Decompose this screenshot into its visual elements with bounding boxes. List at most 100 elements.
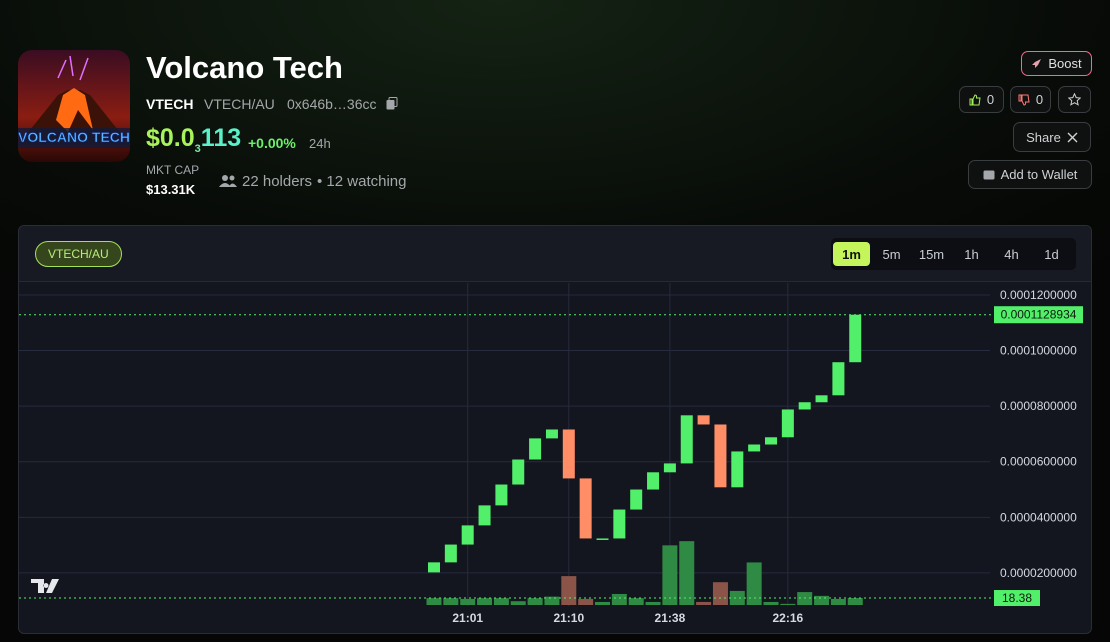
candle-body (798, 402, 811, 410)
favorite-button[interactable] (1058, 86, 1091, 113)
candle-body (663, 463, 676, 473)
token-logo: VOLCANO TECH (18, 50, 130, 162)
interval-button[interactable]: 5m (882, 246, 901, 262)
thumb-up-shape (969, 93, 981, 105)
chart-panel: VTECH/AU 1m 5m 15m 1h 4h 1d 0.0000200000 0.000… (18, 225, 1092, 634)
wallet-icon-shape (983, 170, 995, 180)
boost-label: Boost (1048, 56, 1082, 71)
x-tick-label: 21:01 (452, 611, 483, 625)
y-tick-label: 0.0000400000 (1000, 510, 1077, 524)
mkt-cap-value: $13.31K (146, 182, 196, 197)
candle-body (596, 538, 609, 540)
candle-body (815, 395, 828, 403)
candle-body (613, 509, 626, 539)
candle-body (697, 415, 710, 425)
logo-text: VOLCANO TECH (18, 129, 130, 145)
interval-button[interactable]: 4h (1004, 246, 1019, 262)
add-wallet-button[interactable]: Add to Wallet (968, 160, 1092, 189)
star-shape (1068, 93, 1081, 106)
holders-icon-shape (219, 183, 237, 187)
copy-icon[interactable] (386, 97, 398, 110)
volume-bar (696, 601, 712, 605)
y-tick-label: 0.0001200000 (1000, 288, 1077, 302)
volume-bar (662, 545, 678, 605)
watching: • 12 watching (317, 173, 407, 190)
candle-body (714, 424, 727, 488)
y-tick-label: 0.0000200000 (1000, 566, 1077, 580)
volume-bar (628, 598, 644, 605)
token-address: 0x646b…36cc (287, 96, 377, 112)
volume-bar (443, 598, 459, 605)
wallet-icon (983, 170, 995, 180)
y-tick-label: 0.0000800000 (1000, 399, 1077, 413)
rocket-icon-shape (1032, 59, 1042, 68)
add-wallet-label: Add to Wallet (1000, 167, 1078, 182)
volume-bar (460, 598, 476, 605)
y-tick-label: 0.0000600000 (1000, 455, 1077, 469)
last-price-box (994, 306, 1083, 324)
thumb-up-icon (969, 93, 981, 105)
candle-body (781, 409, 794, 438)
copy-icon-shape (386, 100, 395, 110)
last-volume-box (994, 590, 1040, 607)
volume-bar (679, 541, 695, 605)
volume-bar (712, 582, 728, 605)
candle-body (630, 489, 643, 510)
chart-brand-logo (31, 579, 59, 593)
volume-bar (729, 590, 745, 605)
boost-button[interactable]: Boost (1021, 51, 1092, 76)
x-icon (1067, 132, 1078, 142)
candle-body (731, 451, 744, 488)
candle-body (765, 437, 777, 445)
thumb-down-shape (1018, 94, 1030, 106)
change-period: 24h (309, 136, 331, 151)
candle-body (579, 478, 592, 539)
candle-body (562, 429, 575, 479)
interval-button[interactable]: 1d (1044, 246, 1059, 262)
candle-body (428, 562, 440, 573)
pair-badge[interactable]: VTECH/AU (35, 241, 122, 267)
interval-button[interactable]: 15m (918, 246, 945, 262)
dislike-button[interactable]: 0 (1010, 86, 1051, 113)
volume-bar (763, 601, 779, 605)
volume-bar (561, 576, 577, 605)
like-button[interactable]: 0 (959, 86, 1004, 113)
volume-bar (797, 592, 813, 605)
token-pair: VTECH/AU (204, 96, 275, 112)
last-volume-label: 18.38 (1002, 591, 1032, 605)
y-tick-label: 0.0001000000 (1000, 344, 1077, 358)
candle-body (748, 444, 761, 452)
rocket-icon (1032, 59, 1042, 68)
dislike-count: 0 (1035, 92, 1044, 107)
x-icon-shape (1067, 132, 1078, 142)
candle-body (461, 525, 474, 545)
like-count: 0 (986, 92, 995, 107)
candle-body (512, 459, 525, 485)
candle-body (444, 544, 457, 563)
volume-bar (578, 598, 594, 605)
x-tick-label: 21:10 (553, 611, 584, 625)
candle-body (478, 505, 491, 526)
price-zero-count: 3 (194, 143, 201, 155)
volume-bar (426, 598, 442, 605)
candle-body (545, 429, 558, 439)
mkt-cap-label: MKT CAP (146, 163, 200, 177)
volume-bar (645, 601, 661, 605)
logo-lightning (57, 55, 89, 81)
volume-bar (746, 562, 762, 605)
candle-body (495, 484, 508, 506)
holders: 22 holders (242, 173, 313, 190)
volume-bar (814, 595, 830, 605)
share-button[interactable]: Share (1013, 122, 1091, 152)
interval-button[interactable]: 1m (833, 242, 870, 266)
interval-button[interactable]: 1h (964, 246, 979, 262)
candle-body (680, 415, 693, 464)
x-tick-label: 22:16 (772, 611, 803, 625)
thumb-down-icon (1018, 94, 1030, 106)
price-digits: 113 (200, 124, 242, 152)
volume-bar (611, 593, 627, 605)
holders-icon-shape (222, 175, 228, 181)
volume-bar (493, 598, 509, 605)
token-name: Volcano Tech (146, 50, 343, 85)
holders-icon-shape (229, 175, 235, 181)
